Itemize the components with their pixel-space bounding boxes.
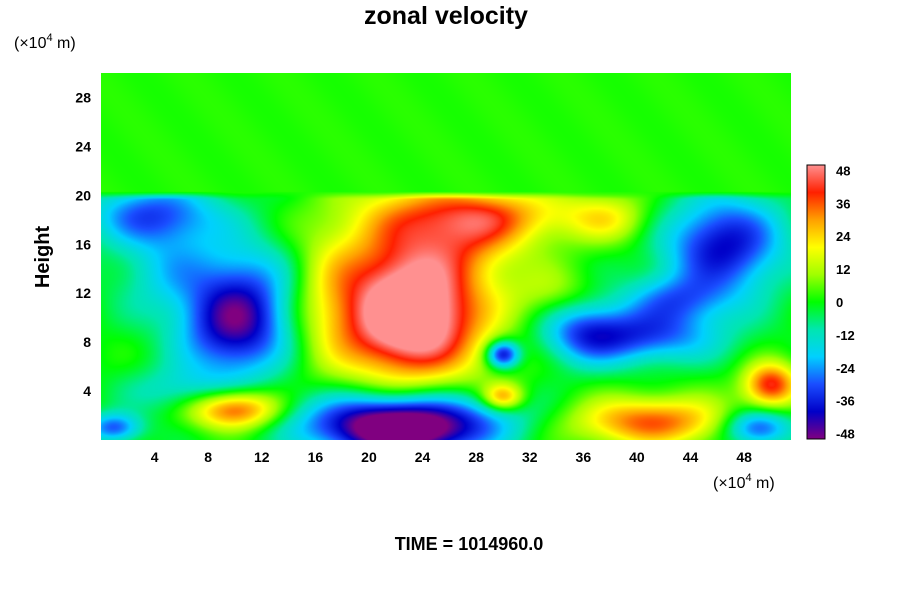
x-tick-label: 16 bbox=[308, 449, 324, 465]
x-tick-label: 40 bbox=[629, 449, 645, 465]
colorbar-tick-label: -48 bbox=[836, 427, 855, 442]
x-tick-label: 48 bbox=[736, 449, 752, 465]
y-unit-exponent: 4 bbox=[46, 32, 52, 44]
x-axis-unit: (×104 m) bbox=[713, 472, 775, 492]
plot-area bbox=[101, 73, 791, 440]
y-tick-label: 16 bbox=[75, 236, 91, 252]
colorbar-tick-label: 24 bbox=[836, 229, 851, 244]
x-tick-label: 24 bbox=[415, 449, 431, 465]
y-tick-label: 4 bbox=[83, 383, 91, 399]
x-tick-label: 28 bbox=[468, 449, 484, 465]
y-tick-label: 12 bbox=[75, 285, 91, 301]
x-tick-label: 12 bbox=[254, 449, 270, 465]
heatmap-field bbox=[101, 73, 791, 440]
colorbar-ticks: 48 36 24 12 0 -12 -24 -36 -48 bbox=[836, 163, 856, 441]
colorbar-scale bbox=[806, 164, 826, 440]
colorbar-tick-label: -24 bbox=[836, 361, 856, 376]
y-tick-label: 8 bbox=[83, 334, 91, 350]
x-tick-label: 8 bbox=[204, 449, 212, 465]
colorbar: 48 36 24 12 0 -12 -24 -36 -48 bbox=[806, 163, 856, 442]
colorbar-tick-label: 12 bbox=[836, 262, 850, 277]
x-tick-label: 36 bbox=[576, 449, 592, 465]
y-axis-label: Height bbox=[32, 226, 54, 289]
x-tick-label: 44 bbox=[683, 449, 699, 465]
y-tick-label: 28 bbox=[75, 89, 91, 105]
chart-title: zonal velocity bbox=[364, 2, 528, 30]
colorbar-tick-label: -12 bbox=[836, 328, 855, 343]
colorbar-tick-label: 48 bbox=[836, 163, 850, 178]
y-axis-ticks: 4 8 12 16 20 24 28 bbox=[75, 89, 91, 399]
colorbar-tick-label: -36 bbox=[836, 394, 855, 409]
x-tick-label: 20 bbox=[361, 449, 377, 465]
y-tick-label: 24 bbox=[75, 138, 91, 154]
y-tick-label: 20 bbox=[75, 187, 91, 203]
x-tick-label: 32 bbox=[522, 449, 538, 465]
colorbar-tick-label: 36 bbox=[836, 196, 850, 211]
x-unit-exponent: 4 bbox=[745, 472, 751, 484]
colorbar-tick-label: 0 bbox=[836, 295, 843, 310]
time-label: TIME = 1014960.0 bbox=[395, 534, 544, 554]
x-axis-ticks: 4 8 12 16 20 24 28 32 36 40 44 48 bbox=[151, 449, 752, 465]
x-tick-label: 4 bbox=[151, 449, 159, 465]
y-axis-unit: (×104 m) bbox=[14, 32, 76, 52]
